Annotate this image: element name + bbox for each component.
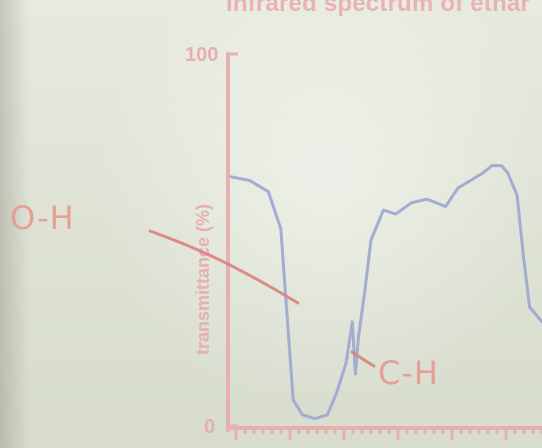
ch-pointer-line (350, 350, 376, 368)
chart-title: Infrared spectrum of ethar (226, 0, 530, 17)
oh-pointer-line (148, 229, 300, 305)
y-tick-label-0: 0 (204, 416, 215, 438)
y-tick-label-100: 100 (185, 44, 218, 66)
y-axis-title: transmittance (%) (193, 204, 213, 355)
ch-annotation: C-H (378, 354, 439, 392)
x-tick-marks (234, 428, 542, 440)
left-edge-shadow (0, 0, 30, 448)
oh-annotation: O-H (10, 199, 75, 237)
spectrum-line (229, 164, 542, 421)
